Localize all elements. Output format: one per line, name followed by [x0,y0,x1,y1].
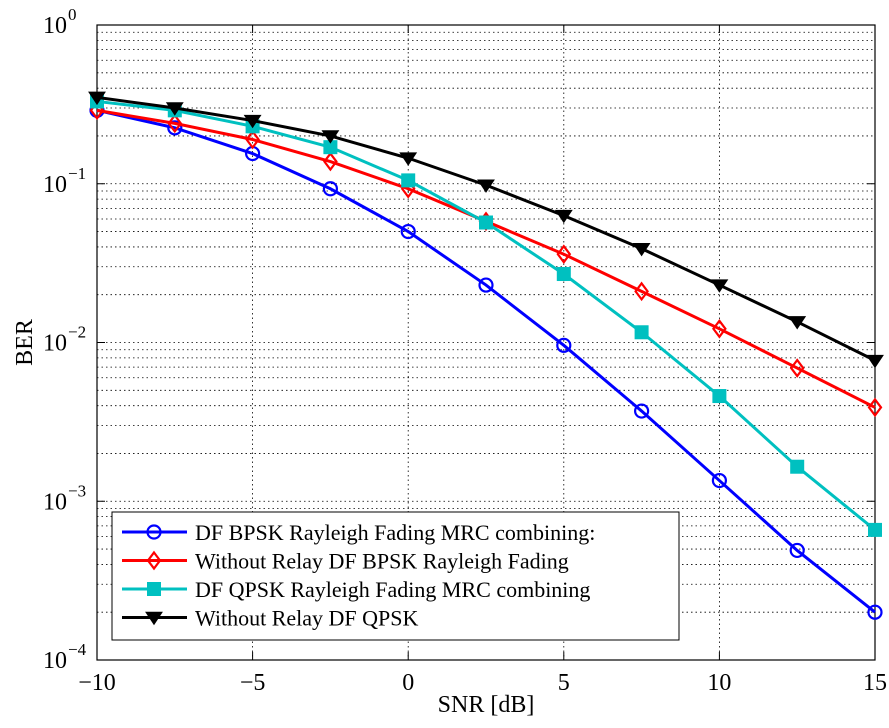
data-point [88,91,106,106]
data-point [321,130,340,144]
data-point [556,337,572,353]
series-lines [88,91,884,620]
data-point [245,129,260,150]
data-point [790,459,805,474]
data-point [479,215,493,230]
series-line [96,108,876,614]
data-point [712,389,727,404]
legend-marker [146,550,162,571]
legend-marker [145,611,163,626]
grid [96,24,876,661]
x-tick-label: 0 [402,670,414,696]
series-3 [90,94,882,537]
x-tick-label: 5 [558,670,570,696]
y-tick-label: 10 [43,331,67,357]
data-point [167,113,183,134]
series-4 [88,91,884,369]
y-tick-label: 10 [43,172,67,198]
data-point [556,267,571,282]
y-tick-exponent: −2 [68,323,86,342]
data-point [477,179,495,193]
data-point [711,472,728,489]
legend-label: Without Relay DF BPSK Rayleigh Fading [195,549,569,574]
y-axis-label: BER [12,319,38,366]
y-tick-label: 10 [43,489,67,515]
legend-label: DF BPSK Rayleigh Fading MRC combining: [195,520,595,545]
data-point [867,397,883,418]
legend: DF BPSK Rayleigh Fading MRC combining: Wi… [111,511,680,641]
data-point [165,102,184,116]
data-point [788,316,807,330]
data-point [633,403,650,419]
data-point [322,181,338,197]
series-line [96,108,876,409]
y-tick-label: 10 [43,648,67,674]
data-point [478,277,494,293]
data-point [867,604,883,620]
x-axis-label: SNR [dB] [438,692,535,718]
y-tick-label: 10 [43,13,67,39]
legend-entry: Without Relay DF BPSK Rayleigh Fading [122,549,569,574]
y-tick-exponent: −3 [68,481,86,500]
y-tick-exponent: −4 [68,640,87,659]
y-tick-exponent: −1 [68,164,86,183]
data-point [866,354,884,369]
data-point [167,120,183,136]
data-point [789,542,805,559]
legend-label: Without Relay DF QPSK [195,606,419,631]
data-point [712,318,727,339]
data-point [868,522,882,537]
legend-box [111,511,680,641]
data-point [401,173,416,188]
legend-entry: DF QPSK Rayleigh Fading MRC combining [122,577,590,602]
x-tick-label: 10 [707,670,731,696]
data-point [400,223,416,240]
x-tick-label: −10 [78,670,116,696]
data-point [710,279,729,293]
legend-label: DF QPSK Rayleigh Fading MRC combining [195,577,590,602]
x-tick-label: −5 [240,670,266,696]
data-point [556,244,572,265]
series-line [96,99,876,532]
data-point [632,242,651,257]
legend-entry: DF BPSK Rayleigh Fading MRC combining: [122,520,595,545]
legend-entry: Without Relay DF QPSK [122,606,419,631]
data-point [554,209,573,224]
data-point [243,114,262,129]
x-tick-label: 15 [863,670,887,696]
legend-marker [147,582,161,596]
data-point [323,151,338,172]
y-tick-exponent: 0 [68,5,77,24]
data-point [634,281,649,302]
data-point [399,152,418,166]
data-point [789,358,805,378]
series-2 [89,100,883,418]
data-point [634,325,649,340]
legend-marker [146,524,162,540]
